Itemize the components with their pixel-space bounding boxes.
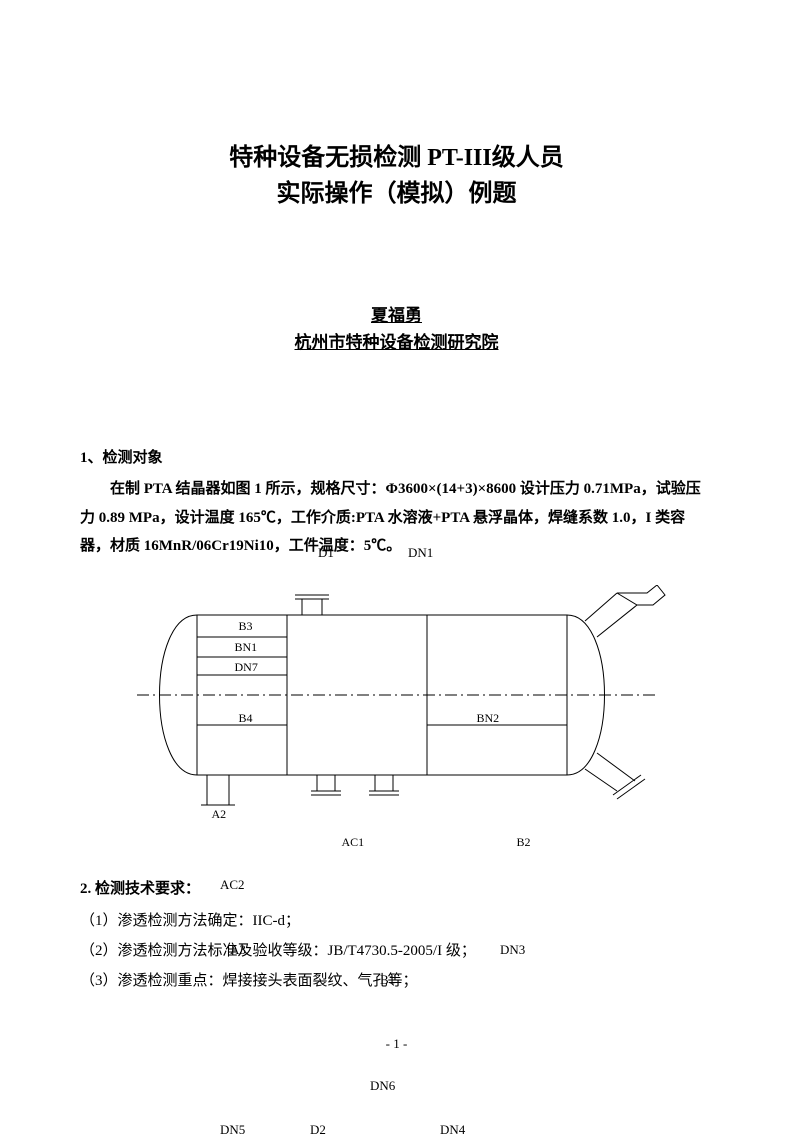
label-bn1: BN1 [235, 640, 258, 655]
title-line-2: 实际操作（模拟）例题 [80, 176, 713, 212]
label-b1: B1 [380, 972, 395, 988]
page-number: - 1 - [0, 1036, 793, 1052]
label-b2: B2 [517, 835, 531, 850]
section-1: 1、检测对象 D1 DN1 在制 PTA 结晶器如图 1 所示，规格尺寸：Φ36… [80, 446, 713, 561]
requirement-3: （3）渗透检测重点：焊接接头表面裂纹、气孔等； [80, 966, 713, 996]
label-a3: A3 [230, 942, 246, 958]
author-org: 杭州市特种设备检测研究院 [80, 329, 713, 356]
label-d2: D2 [310, 1122, 326, 1138]
title-line-1: 特种设备无损检测 PT-III级人员 [80, 140, 713, 176]
label-dn1: DN1 [408, 545, 433, 561]
label-bn2: BN2 [477, 711, 500, 726]
document-title: 特种设备无损检测 PT-III级人员 实际操作（模拟）例题 [80, 140, 713, 212]
label-dn5: DN5 [220, 1122, 245, 1138]
vessel-diagram: B3 BN1 DN7 B4 BN2 A2 AC1 B2 [117, 585, 677, 865]
section1-heading: 1、检测对象 [80, 446, 713, 467]
section2-heading: 2. 检测技术要求： [80, 877, 200, 898]
label-ac2: AC2 [220, 877, 245, 893]
author-name: 夏福勇 [80, 302, 713, 329]
label-b4: B4 [239, 711, 253, 726]
section-2: 2. 检测技术要求： AC2 （1）渗透检测方法确定：IIC-d； （2）渗透检… [80, 877, 713, 996]
label-dn3: DN3 [500, 942, 525, 958]
requirement-1: （1）渗透检测方法确定：IIC-d； [80, 906, 713, 936]
label-b3: B3 [239, 619, 253, 634]
label-dn6: DN6 [370, 1078, 395, 1094]
requirement-2: （2）渗透检测方法标准及验收等级：JB/T4730.5-2005/I 级； [80, 936, 713, 966]
label-dn4: DN4 [440, 1122, 465, 1138]
label-d1: D1 [318, 545, 334, 561]
section1-paragraph: 在制 PTA 结晶器如图 1 所示，规格尺寸：Φ3600×(14+3)×8600… [80, 475, 713, 561]
label-a2: A2 [212, 807, 227, 822]
label-dn7: DN7 [235, 660, 258, 675]
author-block: 夏福勇 杭州市特种设备检测研究院 [80, 302, 713, 356]
label-ac1: AC1 [342, 835, 365, 850]
